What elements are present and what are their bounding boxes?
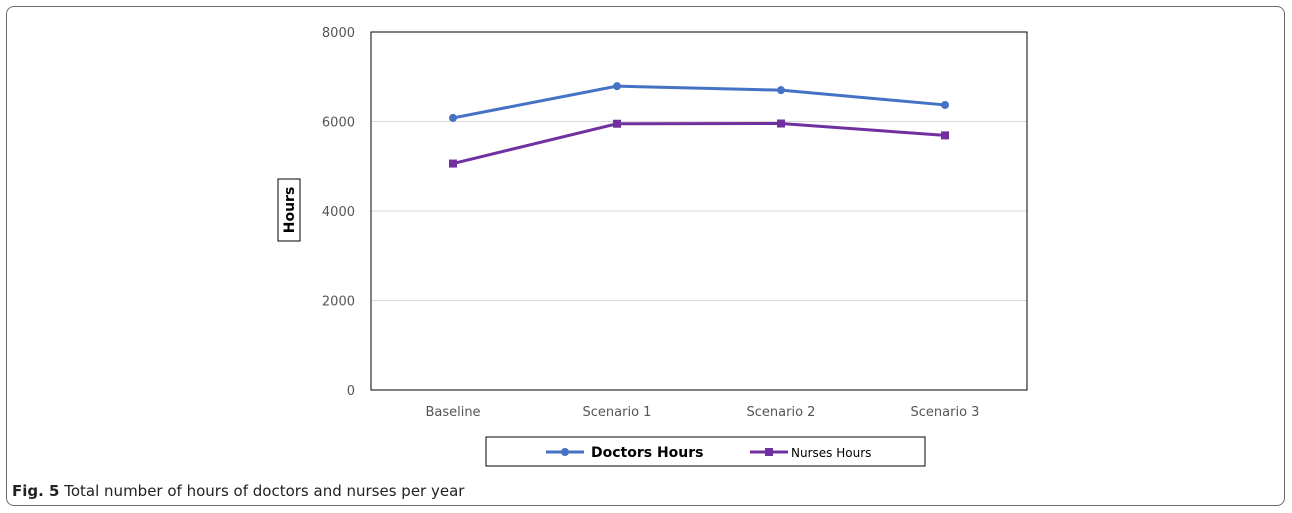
- data-point: [449, 113, 457, 122]
- y-axis-label: Hours: [282, 187, 298, 234]
- figure-number: Fig. 5: [12, 482, 60, 500]
- data-point: [941, 131, 949, 140]
- caption-text: Total number of hours of doctors and nur…: [59, 482, 465, 500]
- x-tick-label: Scenario 2: [747, 405, 816, 420]
- legend: Doctors Hours Nurses Hours: [485, 436, 926, 467]
- x-tick-label: Baseline: [425, 405, 480, 420]
- y-axis-label-box: Hours: [277, 178, 301, 242]
- data-point: [613, 119, 621, 128]
- data-point: [941, 100, 949, 109]
- series-nurses-hours: [449, 119, 949, 168]
- series-line: [452, 122, 946, 166]
- x-tick-label: Scenario 1: [583, 405, 652, 420]
- legend-marker: [561, 448, 569, 456]
- y-tick-label: 4000: [322, 205, 355, 220]
- y-axis-ticks: 0 2000 4000 6000 8000: [322, 26, 355, 399]
- y-tick-label: 0: [347, 384, 355, 399]
- gridlines: [371, 121, 1027, 301]
- data-point: [613, 82, 621, 91]
- y-tick-label: 8000: [322, 26, 355, 41]
- data-point: [777, 119, 785, 128]
- series-group: [449, 82, 949, 168]
- data-point: [449, 159, 457, 168]
- x-tick-label: Scenario 3: [911, 405, 980, 420]
- legend-entry: Nurses Hours: [750, 446, 871, 460]
- figure-caption: Fig. 5 Total number of hours of doctors …: [12, 482, 464, 500]
- plot-area: [370, 31, 1028, 391]
- series-line: [452, 84, 946, 120]
- series-doctors-hours: [449, 82, 949, 122]
- line-chart: 0 2000 4000 6000 8000 Baseline Scenario 1 Scen…: [277, 26, 1028, 467]
- legend-label: Nurses Hours: [791, 446, 871, 460]
- legend-entry: Doctors Hours: [546, 445, 704, 461]
- legend-label: Doctors Hours: [591, 445, 704, 461]
- figure-frame: [6, 6, 1285, 506]
- data-point: [777, 86, 785, 95]
- x-axis-ticks: Baseline Scenario 1 Scenario 2 Scenario 3: [425, 405, 979, 420]
- y-tick-label: 2000: [322, 295, 355, 310]
- y-tick-label: 6000: [322, 116, 355, 131]
- legend-marker: [765, 448, 773, 456]
